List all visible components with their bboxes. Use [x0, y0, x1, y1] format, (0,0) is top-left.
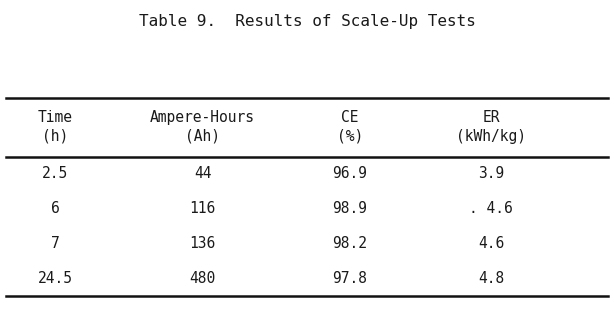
- Text: 98.9: 98.9: [332, 202, 368, 216]
- Text: 44: 44: [194, 166, 211, 181]
- Text: Time
(h): Time (h): [37, 110, 73, 144]
- Text: . 4.6: . 4.6: [469, 202, 513, 216]
- Text: 24.5: 24.5: [37, 271, 73, 286]
- Text: 136: 136: [190, 236, 216, 251]
- Text: CE
(%): CE (%): [337, 110, 363, 144]
- Text: 3.9: 3.9: [478, 166, 504, 181]
- Text: 6: 6: [51, 202, 60, 216]
- Text: 98.2: 98.2: [332, 236, 368, 251]
- Text: 96.9: 96.9: [332, 166, 368, 181]
- Text: 2.5: 2.5: [42, 166, 68, 181]
- Text: 480: 480: [190, 271, 216, 286]
- Text: 7: 7: [51, 236, 60, 251]
- Text: Table 9.  Results of Scale-Up Tests: Table 9. Results of Scale-Up Tests: [139, 14, 475, 29]
- Text: 116: 116: [190, 202, 216, 216]
- Text: 4.6: 4.6: [478, 236, 504, 251]
- Text: 97.8: 97.8: [332, 271, 368, 286]
- Text: ER
(kWh/kg): ER (kWh/kg): [456, 110, 526, 144]
- Text: Ampere-Hours
(Ah): Ampere-Hours (Ah): [150, 110, 255, 144]
- Text: 4.8: 4.8: [478, 271, 504, 286]
